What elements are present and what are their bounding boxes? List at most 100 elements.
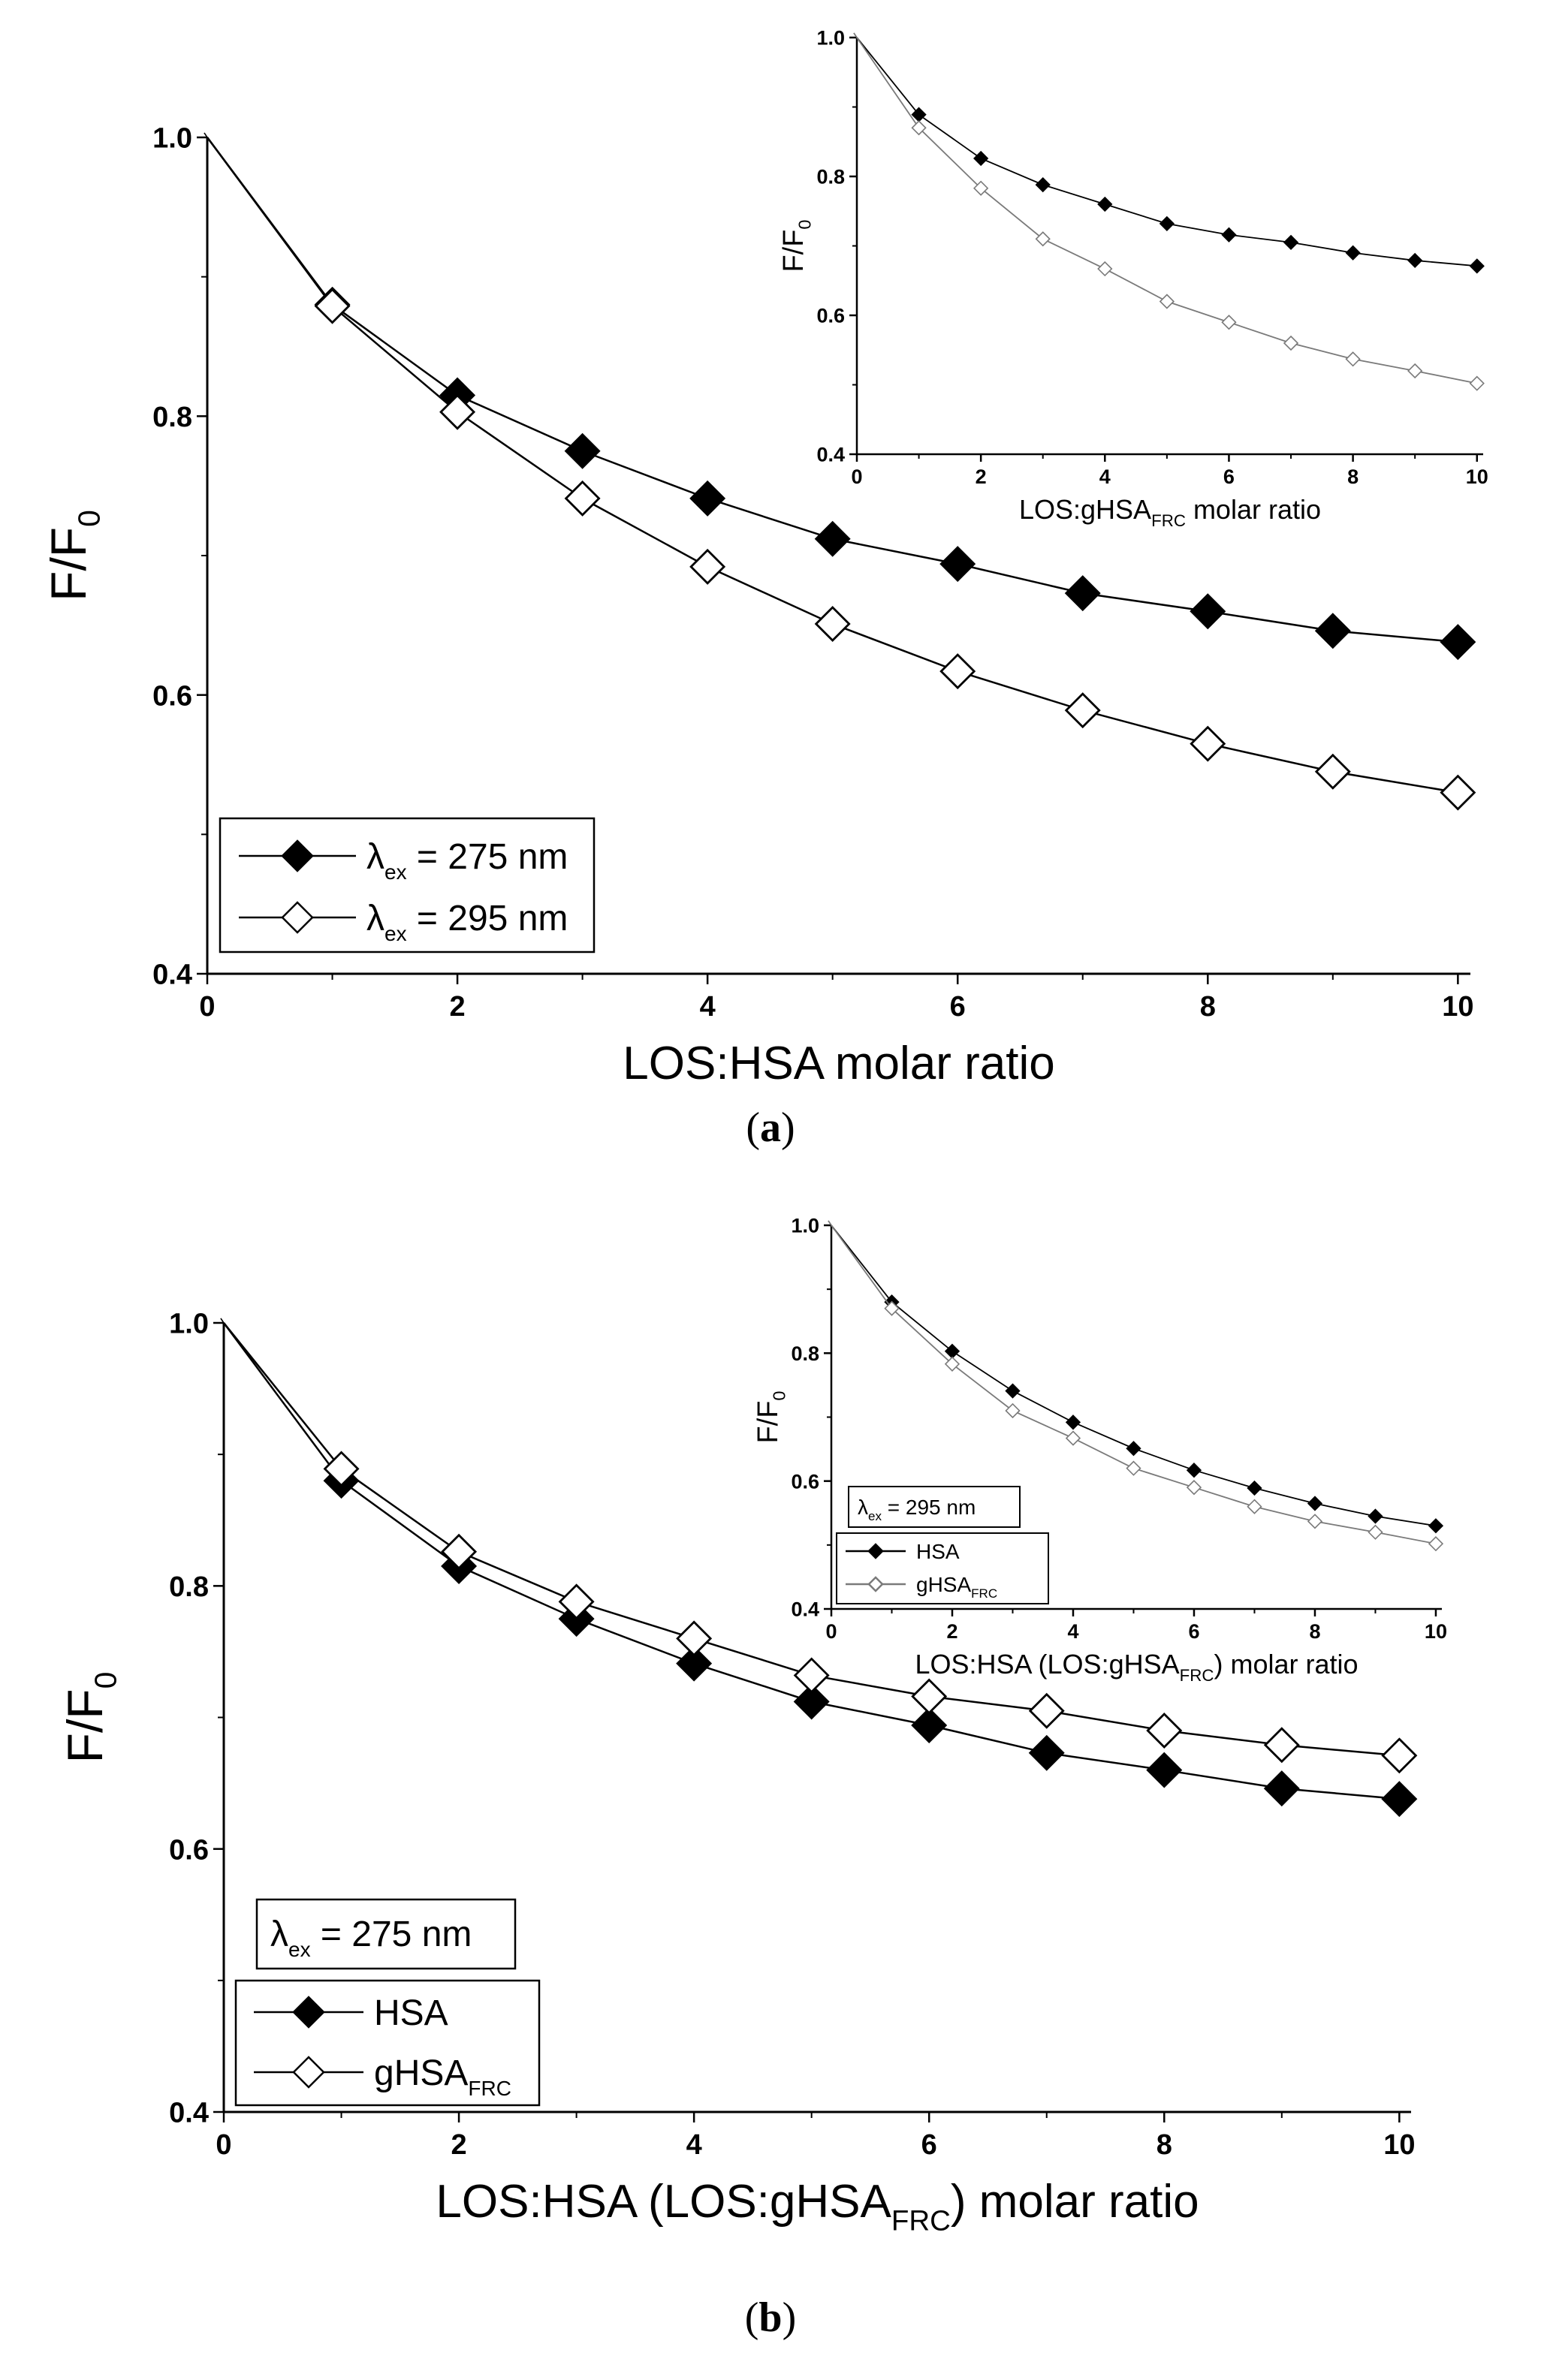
y-axis-label-main: F/F [752,1401,784,1444]
data-point [1368,1508,1383,1524]
data-point [220,1318,228,1328]
inset-legend-box [836,1532,1049,1604]
data-point [1005,1402,1021,1419]
legend-marker [867,1543,884,1559]
x-tick-label: 2 [449,991,465,1023]
data-point [1283,335,1299,351]
caption-letter: b [758,2294,782,2341]
caption-close-paren: ) [783,2294,797,2341]
data-point [1097,196,1113,212]
data-point [939,653,976,690]
x-axis-label: LOS:HSA (LOS:gHSAFRC) molar ratio [915,1649,1358,1685]
data-point [1263,1727,1300,1764]
x-tick-label: 6 [1223,465,1235,488]
data-point [1440,624,1476,661]
data-point [1126,1460,1141,1476]
legend-marker [292,2056,325,2089]
x-tick-label: 2 [976,465,987,488]
y-axis-label: F/F0 [57,1672,122,1764]
y-tick-label: 0.8 [152,402,192,433]
data-point [314,288,351,324]
x-axis-label-suffix: molar ratio [1186,494,1321,525]
x-tick-label: 6 [1188,1620,1199,1643]
data-point [1064,575,1101,612]
data-point [1469,258,1485,274]
inset-background [857,38,1483,454]
data-point [1283,234,1299,251]
series-0 [204,132,1476,661]
x-tick-label: 8 [1200,991,1216,1023]
inset-legend-entry-0: HSA [846,1540,960,1563]
x-axis-label: LOS:HSA (LOS:gHSAFRC) molar ratio [436,2176,1199,2237]
x-tick-label: 4 [700,991,716,1023]
legend-subscript: ex [384,860,407,884]
x-tick-label: 0 [199,991,215,1023]
x-tick-label: 4 [1099,465,1111,488]
condition-label: λex = 275 nm [270,1915,472,1961]
x-axis-label-suffix: ) molar ratio [1214,1649,1358,1680]
data-point [1469,375,1485,391]
legend-entry-1: gHSAFRC [254,2053,511,2100]
condition-text: = 275 nm [311,1915,472,1954]
inset-legend-label: gHSAFRC [916,1573,997,1601]
legend-label: HSA [374,1993,448,2033]
panel-b-legend-group: λex = 275 nm HSA gHSAFRC [234,1898,541,2107]
x-tick-label: 2 [451,2129,466,2161]
legend-label: gHSAFRC [374,2053,511,2100]
data-point [911,120,927,136]
data-point [1407,363,1423,379]
legend-lambda: λ [366,837,384,877]
data-point [1190,725,1226,762]
y-tick-label: 0.6 [169,1834,209,1866]
data-point [1345,351,1361,367]
x-axis-label-main: LOS:HSA molar ratio [623,1038,1054,1089]
legend-entry-0: HSA [254,1993,448,2033]
data-point [676,1620,713,1657]
series-1 [828,1220,1444,1552]
panel-b-inset-legend-group: λex = 295 nm HSA gHSAFRC [836,1486,1049,1604]
data-point [1221,315,1237,330]
data-point [793,1657,830,1694]
legend-lambda: λ [366,899,384,938]
data-point [676,1645,713,1682]
data-point [1381,1781,1418,1818]
x-tick-label: 8 [1157,2129,1172,2161]
y-axis-label-main: F/F [778,230,810,273]
data-point [1005,1383,1021,1399]
data-point [1028,1692,1065,1729]
data-point [204,132,211,143]
y-axis-label: F/F0 [41,510,106,601]
data-point [1428,1535,1444,1552]
data-point [973,150,989,167]
data-point [1028,1734,1065,1771]
y-tick-label: 0.4 [169,2098,209,2129]
x-tick-label: 2 [946,1620,957,1643]
inset-legend-entry-1: gHSAFRC [846,1573,997,1601]
data-point [814,520,851,557]
series-0 [853,32,1485,274]
legend-text: = 295 nm [407,899,568,938]
x-tick-label: 10 [1425,1620,1447,1643]
data-point [1314,613,1351,649]
series-1 [853,32,1485,391]
caption-close-paren: ) [781,1104,795,1151]
legend-marker [292,1996,325,2029]
data-point [1159,215,1175,232]
condition-lambda: λ [270,1915,288,1954]
condition-box [255,1898,517,1970]
y-axis-label-main: F/F [57,1689,113,1763]
data-point [564,432,601,469]
data-point [1307,1496,1323,1511]
legend-label: λex = 275 nm [366,837,568,884]
data-point [1186,1480,1202,1496]
data-point [689,480,726,517]
legend-box [219,817,596,954]
series-1 [220,1318,1418,1774]
y-axis-label: F/F0 [778,219,815,272]
data-point [853,32,861,43]
data-point [441,1533,478,1570]
legend-text: HSA [374,1993,448,2033]
data-point [1097,261,1113,277]
y-tick-label: 1.0 [152,123,192,155]
